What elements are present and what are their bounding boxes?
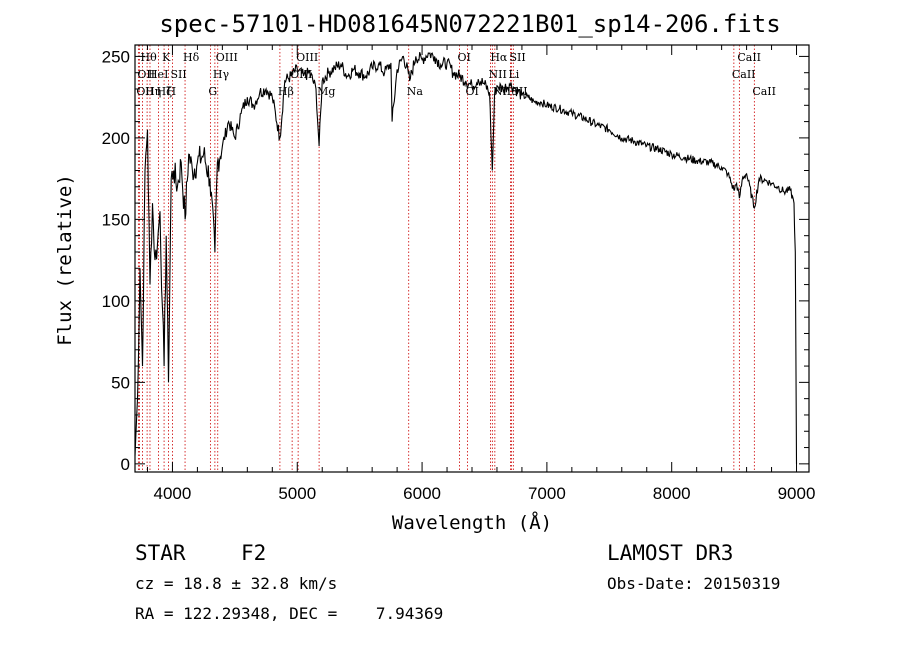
spectral-line-label: SII bbox=[170, 68, 186, 81]
spectral-line-label: H bbox=[166, 85, 176, 98]
x-axis-label: Wavelength (Å) bbox=[392, 511, 552, 534]
spectral-line-label: NII bbox=[488, 68, 506, 81]
chart-title: spec-57101-HD081645N072221B01_sp14-206.f… bbox=[159, 10, 780, 38]
spectral-line-label: Hζ bbox=[157, 85, 173, 98]
spectral-line-label: Mg bbox=[317, 85, 335, 98]
redshift-cz: cz = 18.8 ± 32.8 km/s bbox=[135, 574, 337, 593]
x-axis-ticks: 4000 5000 6000 7000 8000 9000 bbox=[146, 45, 816, 503]
spectral-line-label: CaII bbox=[732, 68, 756, 81]
spectral-line-label: Li bbox=[508, 68, 519, 81]
spectral-line-labels: OIIOIIHθHηHeIHζKHSIIHδGHγOIIIHβOIIIOIIIM… bbox=[136, 51, 776, 98]
spectral-line-label: Hδ bbox=[183, 51, 200, 64]
observation-date: Obs-Date: 20150319 bbox=[607, 574, 780, 593]
spectral-line-label: OII bbox=[136, 85, 154, 98]
y-tick-label: 200 bbox=[102, 129, 130, 148]
y-tick-label: 150 bbox=[102, 210, 130, 229]
spectral-line-label: OIII bbox=[216, 51, 238, 64]
spectral-line-label: K bbox=[162, 51, 171, 64]
spectral-line-label: Hθ bbox=[140, 51, 157, 64]
plot-frame bbox=[134, 44, 810, 473]
survey-name: LAMOST DR3 bbox=[607, 541, 733, 565]
spectral-line-label: OII bbox=[137, 68, 155, 81]
y-axis-ticks: 0 50 100 150 200 250 bbox=[102, 47, 809, 474]
object-subclass: F2 bbox=[241, 541, 266, 565]
x-tick-label: 7000 bbox=[528, 484, 566, 503]
x-tick-label: 6000 bbox=[403, 484, 441, 503]
y-tick-label: 100 bbox=[102, 292, 130, 311]
spectral-line-label: OI bbox=[466, 85, 479, 98]
spectral-line-label: OIII bbox=[296, 51, 318, 64]
spectral-line-label: Hα bbox=[490, 51, 508, 64]
x-tick-label: 9000 bbox=[778, 484, 816, 503]
y-tick-label: 250 bbox=[102, 47, 130, 66]
spectral-line-label: HeI bbox=[148, 68, 168, 81]
spectral-line-label: CaII bbox=[737, 51, 761, 64]
y-tick-label: 50 bbox=[111, 373, 130, 392]
spectral-line-markers bbox=[137, 45, 755, 472]
spectral-line-label: G bbox=[208, 85, 217, 98]
spectrum-series bbox=[134, 52, 798, 464]
y-axis-label: Flux (relative) bbox=[54, 174, 76, 346]
x-tick-label: 8000 bbox=[653, 484, 691, 503]
spectral-line-label: Hβ bbox=[278, 85, 294, 98]
spectral-line-label: OI bbox=[458, 51, 471, 64]
spectral-line-label: Hη bbox=[145, 85, 161, 98]
spectral-line-label: Hγ bbox=[213, 68, 230, 81]
object-class: STAR bbox=[135, 541, 186, 565]
spectral-line-label: CaII bbox=[752, 85, 776, 98]
x-tick-label: 4000 bbox=[154, 484, 192, 503]
spectral-line-label: SII bbox=[509, 51, 525, 64]
coordinates: RA = 122.29348, DEC = 7.94369 bbox=[135, 604, 443, 623]
y-tick-label: 0 bbox=[121, 455, 130, 474]
spectral-line-label: Na bbox=[407, 85, 424, 98]
x-tick-label: 5000 bbox=[278, 484, 316, 503]
